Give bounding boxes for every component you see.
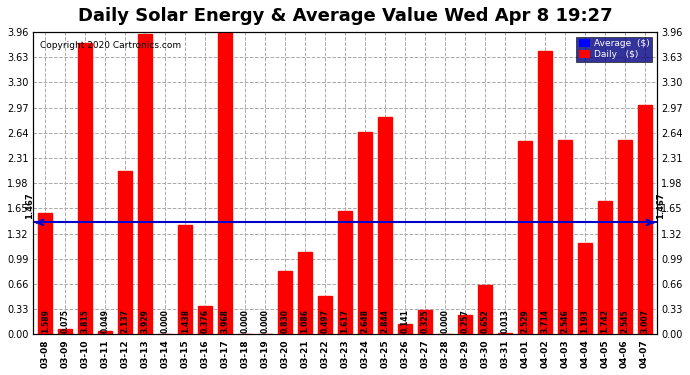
Bar — [638, 105, 651, 334]
Bar — [59, 329, 72, 334]
Text: 0.257: 0.257 — [460, 309, 469, 333]
Text: 3.968: 3.968 — [221, 309, 230, 333]
Text: 1.086: 1.086 — [301, 309, 310, 333]
Bar — [358, 132, 372, 334]
Legend: Average  ($), Daily   ($): Average ($), Daily ($) — [576, 37, 652, 62]
Text: 3.815: 3.815 — [81, 309, 90, 333]
Bar — [458, 315, 472, 334]
Bar — [79, 43, 92, 334]
Text: 1.467: 1.467 — [656, 192, 664, 219]
Text: 0.141: 0.141 — [400, 309, 409, 333]
Bar — [618, 140, 631, 334]
Text: 3.714: 3.714 — [540, 309, 549, 333]
Bar — [99, 331, 112, 334]
Text: 1.589: 1.589 — [41, 309, 50, 333]
Bar — [418, 310, 432, 334]
Bar — [578, 243, 591, 334]
Text: 1.438: 1.438 — [181, 309, 190, 333]
Bar — [518, 141, 532, 334]
Text: 0.497: 0.497 — [321, 309, 330, 333]
Text: 0.000: 0.000 — [241, 309, 250, 333]
Text: 0.049: 0.049 — [101, 309, 110, 333]
Text: 3.007: 3.007 — [640, 309, 649, 333]
Text: 1.467: 1.467 — [26, 192, 34, 219]
Text: 3.929: 3.929 — [141, 309, 150, 333]
Bar — [598, 201, 611, 334]
Text: 0.075: 0.075 — [61, 309, 70, 333]
Bar — [298, 252, 312, 334]
Text: Copyright 2020 Cartronics.com: Copyright 2020 Cartronics.com — [39, 41, 181, 50]
Bar — [497, 333, 512, 334]
Text: 0.652: 0.652 — [480, 309, 489, 333]
Bar — [178, 225, 193, 334]
Title: Daily Solar Energy & Average Value Wed Apr 8 19:27: Daily Solar Energy & Average Value Wed A… — [78, 7, 612, 25]
Bar — [338, 211, 352, 334]
Text: 0.830: 0.830 — [281, 309, 290, 333]
Bar — [218, 32, 232, 334]
Text: 0.000: 0.000 — [161, 309, 170, 333]
Text: 2.137: 2.137 — [121, 309, 130, 333]
Text: 2.648: 2.648 — [360, 309, 369, 333]
Text: 0.013: 0.013 — [500, 309, 509, 333]
Bar — [198, 306, 213, 334]
Text: 2.529: 2.529 — [520, 309, 529, 333]
Text: 0.376: 0.376 — [201, 309, 210, 333]
Text: 0.325: 0.325 — [420, 309, 429, 333]
Bar — [477, 285, 492, 334]
Bar — [318, 297, 332, 334]
Text: 2.545: 2.545 — [620, 309, 629, 333]
Text: 0.000: 0.000 — [440, 309, 449, 333]
Text: 1.742: 1.742 — [600, 309, 609, 333]
Text: 1.617: 1.617 — [340, 309, 350, 333]
Text: 1.193: 1.193 — [580, 309, 589, 333]
Bar — [378, 117, 392, 334]
Bar — [278, 271, 292, 334]
Bar — [538, 51, 552, 334]
Text: 2.546: 2.546 — [560, 309, 569, 333]
Bar — [39, 213, 52, 334]
Bar — [118, 171, 132, 334]
Bar — [398, 324, 412, 334]
Bar — [558, 140, 572, 334]
Text: 0.000: 0.000 — [261, 309, 270, 333]
Bar — [138, 34, 152, 334]
Text: 2.844: 2.844 — [380, 309, 389, 333]
